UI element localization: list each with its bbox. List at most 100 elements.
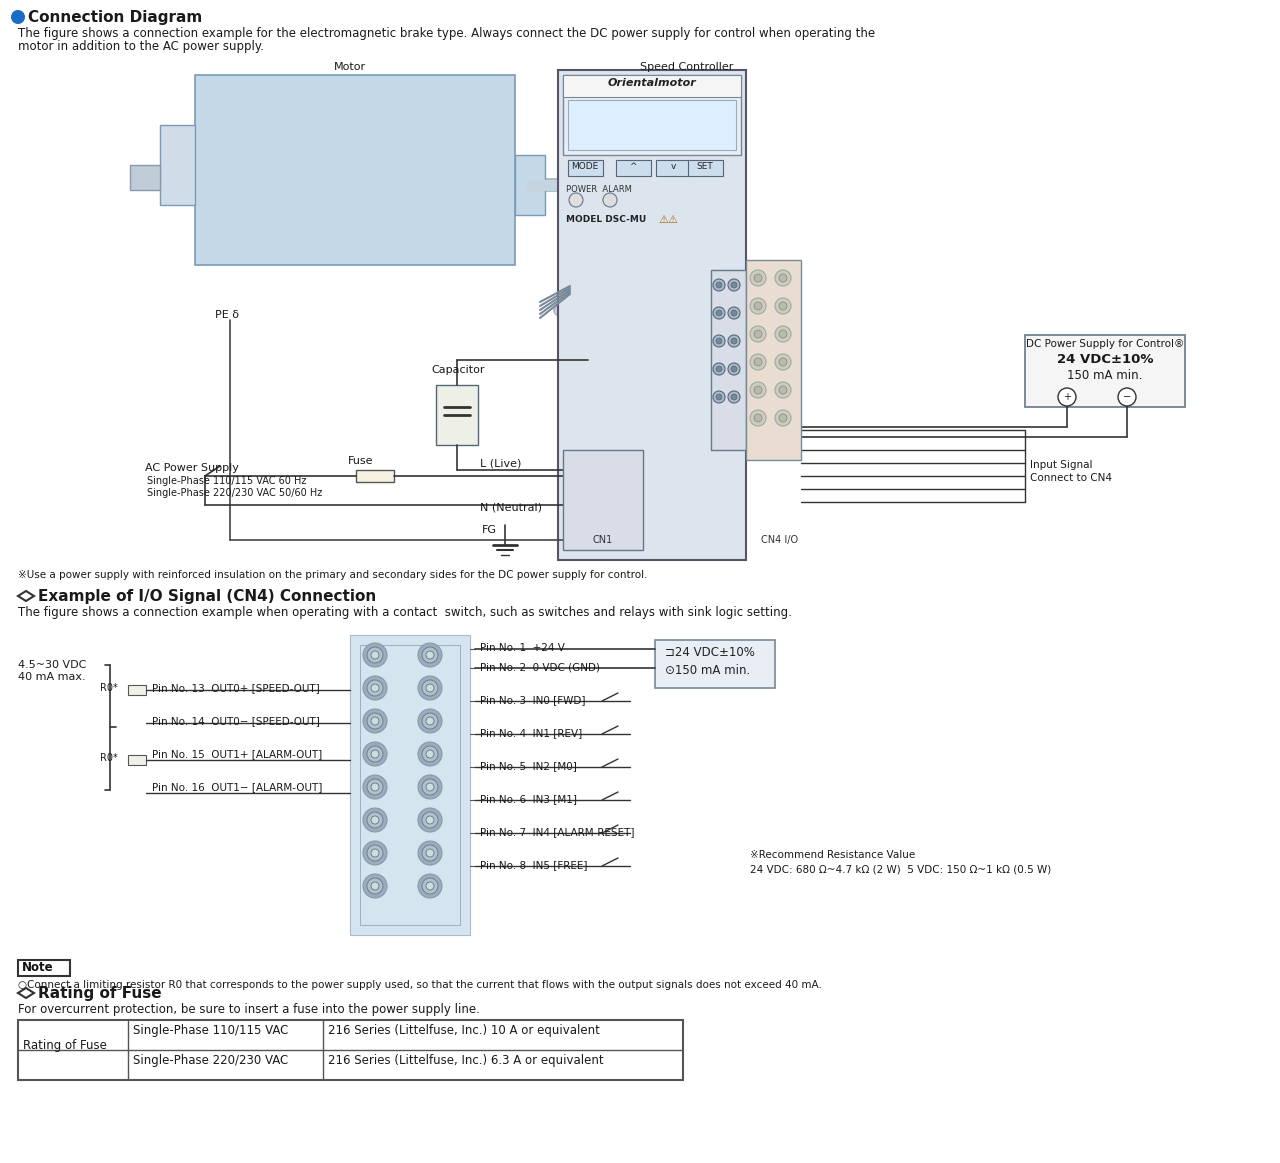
Circle shape (774, 270, 791, 286)
Circle shape (754, 330, 762, 338)
Text: Pin No. 14  OUT0− [SPEED-OUT]: Pin No. 14 OUT0− [SPEED-OUT] (152, 716, 320, 726)
Text: 24 VDC: 680 Ω~4.7 kΩ (2 W)  5 VDC: 150 Ω~1 kΩ (0.5 W): 24 VDC: 680 Ω~4.7 kΩ (2 W) 5 VDC: 150 Ω~… (750, 865, 1051, 875)
Text: The figure shows a connection example when operating with a contact  switch, suc: The figure shows a connection example wh… (18, 606, 792, 619)
Text: ※Recommend Resistance Value: ※Recommend Resistance Value (750, 850, 915, 859)
Bar (689, 160, 723, 176)
Circle shape (426, 783, 434, 791)
Bar (568, 100, 736, 150)
Bar (515, 155, 545, 215)
Bar (195, 74, 515, 265)
Circle shape (713, 335, 724, 347)
Circle shape (754, 414, 762, 422)
Circle shape (780, 414, 787, 422)
Bar (710, 270, 746, 450)
Text: Pin No. 8  IN5 [FREE]: Pin No. 8 IN5 [FREE] (480, 859, 588, 870)
Text: Input Signal: Input Signal (1030, 461, 1093, 470)
Circle shape (728, 335, 740, 347)
Text: Pin No. 5  IN2 [M0]: Pin No. 5 IN2 [M0] (480, 761, 577, 771)
Circle shape (750, 270, 765, 286)
Text: Rating of Fuse: Rating of Fuse (23, 1039, 106, 1051)
Text: The figure shows a connection example for the electromagnetic brake type. Always: The figure shows a connection example fo… (18, 27, 876, 40)
Text: MODE: MODE (571, 162, 599, 171)
Text: 4.5~30 VDC: 4.5~30 VDC (18, 659, 86, 670)
Text: Pin No. 1  +24 V: Pin No. 1 +24 V (480, 643, 564, 652)
Polygon shape (18, 989, 35, 998)
Circle shape (367, 878, 383, 894)
Circle shape (728, 307, 740, 319)
Circle shape (716, 338, 722, 344)
Circle shape (750, 298, 765, 314)
Circle shape (422, 846, 438, 861)
Text: Speed Controller: Speed Controller (640, 62, 733, 72)
Circle shape (364, 775, 387, 799)
Text: +: + (1062, 392, 1071, 402)
Circle shape (603, 193, 617, 207)
Circle shape (780, 274, 787, 281)
Circle shape (716, 311, 722, 316)
Circle shape (371, 684, 379, 692)
Circle shape (728, 391, 740, 404)
Bar (128, 685, 146, 695)
Text: Capacitor: Capacitor (431, 365, 485, 374)
Circle shape (780, 386, 787, 394)
Circle shape (371, 882, 379, 890)
Text: −: − (1123, 392, 1132, 402)
Text: Single-Phase 220/230 VAC: Single-Phase 220/230 VAC (133, 1054, 288, 1066)
Circle shape (713, 391, 724, 404)
Circle shape (728, 279, 740, 291)
Circle shape (419, 808, 442, 832)
Circle shape (367, 779, 383, 795)
Text: 24 VDC±10%: 24 VDC±10% (1057, 354, 1153, 366)
Circle shape (426, 849, 434, 857)
Circle shape (780, 302, 787, 311)
Circle shape (426, 718, 434, 725)
Bar (131, 165, 160, 190)
Circle shape (774, 411, 791, 426)
Text: ※Use a power supply with reinforced insulation on the primary and secondary side: ※Use a power supply with reinforced insu… (18, 570, 648, 580)
Text: Pin No. 13  OUT0+ [SPEED-OUT]: Pin No. 13 OUT0+ [SPEED-OUT] (152, 683, 320, 693)
Circle shape (750, 381, 765, 398)
Circle shape (419, 841, 442, 865)
Text: 216 Series (Littelfuse, Inc.) 10 A or equivalent: 216 Series (Littelfuse, Inc.) 10 A or eq… (328, 1023, 600, 1037)
Circle shape (754, 274, 762, 281)
Circle shape (426, 651, 434, 659)
Circle shape (774, 298, 791, 314)
Circle shape (750, 326, 765, 342)
Text: DC Power Supply for Control®: DC Power Supply for Control® (1025, 338, 1184, 349)
Bar (360, 645, 460, 925)
Text: Pin No. 2  0 VDC (GND): Pin No. 2 0 VDC (GND) (480, 662, 600, 672)
Circle shape (750, 411, 765, 426)
Circle shape (422, 745, 438, 762)
Text: 216 Series (Littelfuse, Inc.) 6.3 A or equivalent: 216 Series (Littelfuse, Inc.) 6.3 A or e… (328, 1054, 604, 1066)
Circle shape (716, 366, 722, 372)
Circle shape (731, 394, 737, 400)
Circle shape (419, 875, 442, 898)
Text: Motor: Motor (334, 62, 366, 72)
Circle shape (426, 882, 434, 890)
Bar (18, 959, 70, 976)
Circle shape (713, 279, 724, 291)
Circle shape (426, 750, 434, 758)
Circle shape (780, 358, 787, 366)
Circle shape (419, 676, 442, 700)
Text: ^: ^ (630, 162, 636, 171)
Text: MODEL DSC-MU: MODEL DSC-MU (566, 215, 646, 224)
Bar (655, 640, 774, 688)
Circle shape (422, 713, 438, 729)
Circle shape (367, 680, 383, 695)
Text: Single-Phase 110/115 VAC 60 Hz: Single-Phase 110/115 VAC 60 Hz (147, 476, 306, 486)
Circle shape (364, 643, 387, 668)
Circle shape (426, 816, 434, 825)
Bar (563, 74, 741, 97)
Circle shape (422, 812, 438, 828)
Circle shape (364, 808, 387, 832)
Bar (356, 470, 394, 481)
Circle shape (774, 326, 791, 342)
Circle shape (364, 709, 387, 733)
Circle shape (750, 354, 765, 370)
Circle shape (419, 643, 442, 668)
Bar (563, 74, 741, 155)
Circle shape (713, 307, 724, 319)
Text: Orientalmotor: Orientalmotor (608, 78, 696, 88)
Circle shape (713, 363, 724, 374)
